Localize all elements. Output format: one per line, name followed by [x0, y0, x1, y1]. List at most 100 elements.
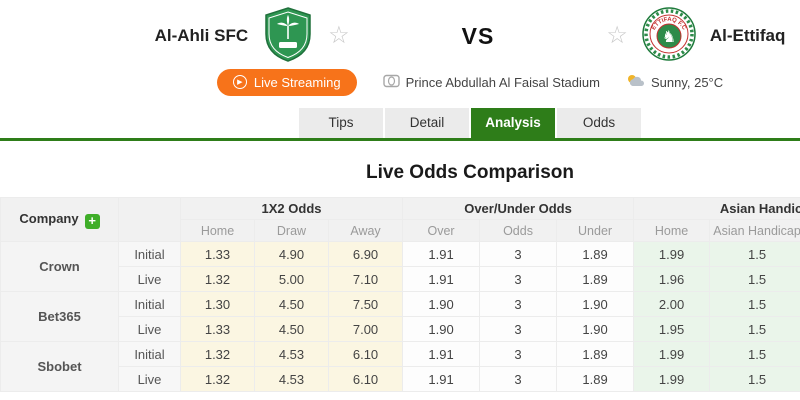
home-team: Al-Ahli SFC ☆: [155, 6, 350, 67]
row-type-label: Initial: [118, 341, 181, 367]
odds-cell: 1.89: [556, 366, 635, 392]
live-streaming-button[interactable]: ▶ Live Streaming: [216, 68, 357, 96]
odds-cell: 1.90: [556, 316, 635, 342]
weather-icon: [626, 73, 645, 91]
away-team-logo-icon: ETTIFAQ F.C ♞: [642, 6, 696, 66]
tab-odds[interactable]: Odds: [557, 108, 641, 138]
odds-cell: 1.32: [180, 266, 255, 292]
row-type-label: Initial: [118, 291, 181, 317]
odds-cell: 4.53: [254, 341, 329, 367]
odds-cell: 6.90: [327, 241, 404, 267]
odds-cell: 3: [479, 366, 558, 392]
odds-cell: 1.90: [556, 291, 635, 317]
odds-cell: 3: [479, 291, 558, 317]
company-name: Crown: [0, 241, 119, 292]
section-header-asian-handicap: Asian Handicap Odds: [633, 197, 800, 220]
odds-cell: 1.99: [633, 341, 711, 367]
company-header-label: Company: [19, 210, 79, 226]
section-header-1x2: 1X2 Odds: [179, 197, 404, 220]
odds-cell: 6.10: [327, 341, 404, 367]
odds-cell: 4.53: [254, 366, 329, 392]
odds-cell: 3: [479, 266, 558, 292]
stadium-icon: [382, 74, 400, 91]
tab-detail[interactable]: Detail: [385, 108, 469, 138]
odds-cell: 1.91: [402, 366, 481, 392]
odds-cell: 1.96: [633, 266, 711, 292]
odds-cell: 3: [479, 341, 558, 367]
row-type-column-header: [118, 197, 181, 242]
odds-cell: 1.91: [402, 266, 481, 292]
row-type-label: Initial: [118, 241, 181, 267]
home-team-name: Al-Ahli SFC: [154, 26, 249, 45]
odds-cell: 2.00: [633, 291, 711, 317]
odds-cell: 1.91: [402, 341, 481, 367]
row-type-label: Live: [118, 366, 181, 392]
home-favorite-star-icon[interactable]: ☆: [328, 22, 350, 49]
odds-cell: 1.5: [709, 266, 800, 292]
table-row: Sbobet Initial 1.32 4.53 6.10 1.91 3 1.8…: [0, 341, 800, 392]
subheader-ah-home: Home: [633, 219, 711, 242]
odds-cell: 7.10: [327, 266, 404, 292]
weather-info: Sunny, 25°C: [626, 73, 723, 91]
row-type-label: Live: [118, 266, 181, 292]
away-team: ☆ ETTIFAQ F.C ♞ Al-Ettifaq: [606, 6, 786, 66]
table-row: Live 1.32 5.00 7.10 1.91 3 1.89 1.96 1.5: [1, 266, 800, 292]
odds-cell: 1.95: [633, 316, 711, 342]
svg-text:♞: ♞: [662, 27, 676, 46]
company-column-header: Company +: [0, 197, 119, 242]
odds-cell: 4.50: [254, 291, 329, 317]
company-name: Sbobet: [0, 341, 119, 392]
tab-bar: Tips Detail Analysis Odds: [0, 108, 800, 138]
odds-cell: 1.99: [633, 241, 711, 267]
odds-cell: 4.50: [254, 316, 329, 342]
subheader-home: Home: [180, 219, 255, 242]
odds-cell: 4.90: [254, 241, 329, 267]
home-team-logo-icon: [262, 6, 314, 67]
page-title: Live Odds Comparison: [366, 162, 574, 183]
odds-cell: 5.00: [254, 266, 329, 292]
live-streaming-label: Live Streaming: [253, 74, 341, 90]
odds-cell: 1.99: [633, 366, 711, 392]
table-row: Crown Initial 1.33 4.90 6.90 1.91 3 1.89…: [0, 241, 800, 292]
tab-tips[interactable]: Tips: [299, 108, 383, 138]
add-company-icon[interactable]: +: [84, 213, 100, 229]
odds-cell: 1.5: [709, 316, 800, 342]
subheader-under: Under: [556, 219, 635, 242]
stadium-name: Prince Abdullah Al Faisal Stadium: [405, 74, 600, 90]
stadium-info: Prince Abdullah Al Faisal Stadium: [382, 74, 600, 91]
odds-cell: 1.5: [709, 291, 800, 317]
table-row: Live 1.33 4.50 7.00 1.90 3 1.90 1.95 1.5: [1, 316, 800, 342]
table-row: Bet365 Initial 1.30 4.50 7.50 1.90 3 1.9…: [0, 291, 800, 342]
odds-cell: 1.89: [556, 266, 635, 292]
away-team-name: Al-Ettifaq: [709, 26, 786, 45]
subheader-away: Away: [327, 219, 404, 242]
away-favorite-star-icon[interactable]: ☆: [606, 22, 628, 49]
odds-cell: 3: [479, 241, 558, 267]
odds-comparison-table: Company + 1X2 Odds Over/Under Odds Asian …: [0, 197, 800, 392]
odds-cell: 7.50: [327, 291, 404, 317]
odds-cell: 1.33: [180, 316, 255, 342]
odds-cell: 1.89: [556, 241, 635, 267]
tab-analysis[interactable]: Analysis: [471, 108, 555, 138]
odds-cell: 1.90: [402, 316, 481, 342]
odds-cell: 1.32: [180, 341, 255, 367]
subheader-draw: Draw: [254, 219, 329, 242]
tab-divider: [0, 138, 800, 141]
odds-cell: 1.5: [709, 341, 800, 367]
odds-cell: 1.89: [556, 341, 635, 367]
odds-cell: 3: [479, 316, 558, 342]
subheader-asian-handicap: Asian Handicap: [709, 219, 800, 242]
odds-cell: 1.32: [180, 366, 255, 392]
subheader-over: Over: [402, 219, 481, 242]
section-header-over-under: Over/Under Odds: [402, 197, 635, 220]
match-info-bar: ▶ Live Streaming Prince Abdullah Al Fais…: [0, 64, 800, 100]
odds-cell: 1.30: [180, 291, 255, 317]
row-type-label: Live: [118, 316, 181, 342]
odds-cell: 1.5: [709, 366, 800, 392]
table-row: Live 1.32 4.53 6.10 1.91 3 1.89 1.99 1.5: [1, 366, 800, 392]
weather-text: Sunny, 25°C: [650, 74, 724, 90]
odds-cell: 1.90: [402, 291, 481, 317]
odds-cell: 6.10: [327, 366, 404, 392]
odds-cell: 1.33: [180, 241, 255, 267]
